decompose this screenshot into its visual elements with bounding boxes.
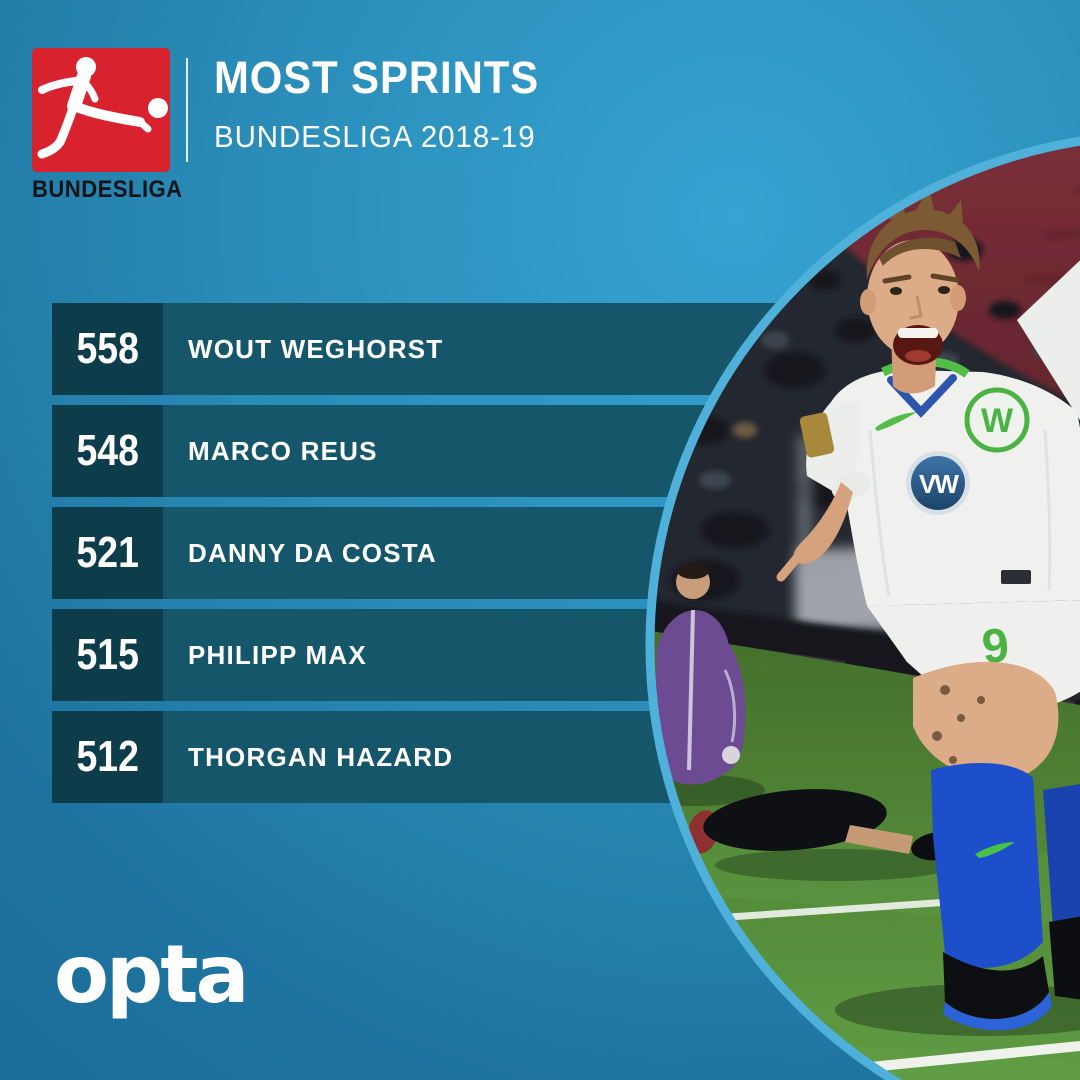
bundesliga-logo-icon [32,48,170,172]
blue-sock [931,763,1043,968]
nike-swoosh-icon [875,412,917,431]
opta-logo: opta [54,928,249,1021]
bundesliga-logo [32,48,170,172]
svg-text:W: W [981,402,1014,440]
player-photo-illustration: W [645,133,1080,1080]
page-subtitle: BUNDESLIGA 2018-19 [214,119,536,154]
kicking-player-leg-icon [69,101,145,127]
player-photo: W [645,130,1080,1080]
sprint-count: 548 [52,405,163,497]
kicking-player-arm-icon [38,76,86,94]
pointing-hand [793,482,853,564]
wolfsburg-crest: W [964,387,1030,453]
page-title: MOST SPRINTS [214,52,540,103]
sprint-count: 521 [52,507,163,599]
sprint-count: 512 [52,711,163,803]
goalkeeper-figure [648,563,765,854]
main-player-figure: W [776,188,1080,1031]
sprint-count: 558 [52,303,163,395]
sleeve-badge [799,412,835,458]
player-head [860,188,980,365]
photo-ring [645,136,1080,1080]
football-boot [943,952,1049,1020]
sprint-count: 515 [52,609,163,701]
pitch-line [859,1030,1080,1073]
header-divider [186,58,188,162]
vw-badge: VW [906,451,970,515]
bundesliga-wordmark: BUNDESLIGA [32,176,183,203]
ball-icon [148,98,168,118]
pitch-line [714,898,951,922]
svg-text:VW: VW [919,469,959,499]
